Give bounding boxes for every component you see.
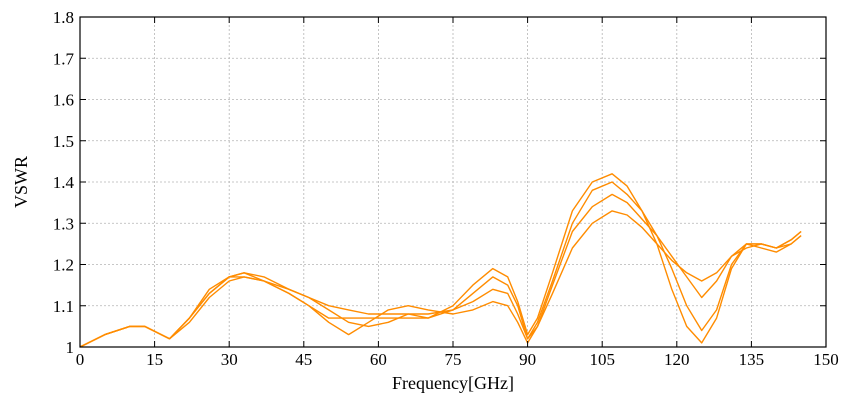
y-tick-label: 1.6 — [53, 91, 74, 110]
x-tick-label: 15 — [146, 350, 163, 369]
series-line-1 — [79, 210, 802, 348]
x-tick-label: 75 — [445, 350, 462, 369]
x-tick-label: 120 — [664, 350, 690, 369]
grid — [80, 17, 826, 347]
x-tick-label: 45 — [295, 350, 312, 369]
x-tick-label: 60 — [370, 350, 387, 369]
y-tick-label: 1.7 — [53, 49, 75, 68]
y-tick-label: 1.4 — [53, 173, 75, 192]
y-tick-label: 1.1 — [53, 297, 74, 316]
x-tick-label: 30 — [221, 350, 238, 369]
y-tick-label: 1.2 — [53, 256, 74, 275]
x-axis-title: Frequency[GHz] — [392, 373, 514, 393]
y-tick-label: 1.8 — [53, 8, 74, 27]
y-tick-label: 1 — [66, 338, 75, 357]
series-group — [79, 173, 802, 348]
x-tick-label: 90 — [519, 350, 536, 369]
y-axis-title: VSWR — [11, 156, 31, 208]
series-line-4 — [79, 173, 802, 348]
x-tick-label: 105 — [589, 350, 615, 369]
x-tick-labels: 0 15 30 45 60 75 90 105 120 135 150 — [76, 350, 839, 369]
x-tick-label: 0 — [76, 350, 85, 369]
x-tick-label: 150 — [813, 350, 839, 369]
y-tick-labels: 1 1.1 1.2 1.3 1.4 1.5 1.6 1.7 1.8 — [53, 8, 75, 357]
y-tick-label: 1.3 — [53, 214, 74, 233]
x-tick-label: 135 — [739, 350, 765, 369]
axis-ticks — [79, 16, 827, 348]
y-tick-label: 1.5 — [53, 132, 74, 151]
